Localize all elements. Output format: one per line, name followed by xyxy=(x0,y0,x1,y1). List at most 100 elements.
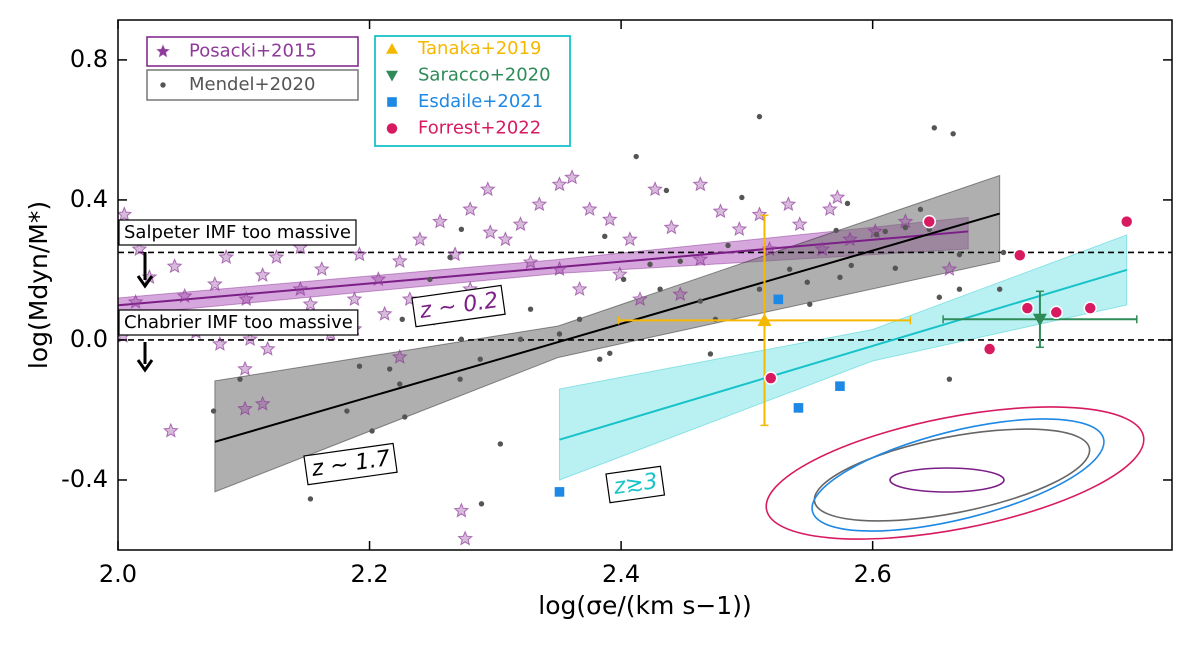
annotation: z ∼ 0.2 xyxy=(411,284,506,328)
annotation-text: Chabrier IMF too massive xyxy=(124,312,353,333)
star-marker xyxy=(571,280,588,296)
y-tick-label: 0.0 xyxy=(70,325,108,353)
dot-marker xyxy=(950,131,956,137)
dot-marker xyxy=(397,381,403,387)
star-marker xyxy=(692,176,709,192)
dot-marker xyxy=(848,262,854,269)
legend-box xyxy=(374,35,571,147)
dot-marker xyxy=(837,274,843,280)
dot-marker xyxy=(556,331,563,337)
overlay: Salpeter IMF too massive Chabrier IMF too… xyxy=(118,35,666,504)
legend-label: Esdaile+2021 xyxy=(418,91,543,112)
annotation-text: z ∼ 0.2 xyxy=(417,288,500,324)
star-marker xyxy=(166,258,183,274)
star-marker xyxy=(551,260,568,276)
star-marker xyxy=(479,181,496,197)
square-marker xyxy=(773,294,784,305)
triangle-marker xyxy=(757,313,772,326)
star-marker xyxy=(206,275,223,292)
circle-marker xyxy=(1013,248,1027,262)
annotation-box xyxy=(411,284,506,328)
dot-marker xyxy=(210,408,217,414)
dot-marker xyxy=(633,153,639,160)
legend-box xyxy=(146,69,359,101)
star-marker xyxy=(268,248,285,265)
star-marker xyxy=(621,231,638,247)
circle-marker xyxy=(1049,305,1064,320)
star-marker xyxy=(941,260,958,276)
annotation-text: z ∼ 1.7 xyxy=(309,446,392,482)
circle-marker xyxy=(982,342,997,356)
star-marker xyxy=(531,196,548,212)
annotation-text: Salpeter IMF too massive xyxy=(124,222,351,243)
dot-marker xyxy=(356,363,363,369)
star-marker xyxy=(218,248,235,265)
star-marker xyxy=(432,213,448,229)
star-marker xyxy=(453,502,470,518)
arrow-head xyxy=(136,275,154,289)
star-marker xyxy=(731,220,748,237)
star-marker xyxy=(302,296,319,311)
circle-marker xyxy=(1020,301,1035,315)
dot-marker xyxy=(607,350,613,356)
dot-marker xyxy=(237,376,243,382)
star-marker xyxy=(376,305,393,321)
square-marker xyxy=(793,403,804,413)
dot-marker xyxy=(756,286,763,292)
dot-marker xyxy=(707,351,714,357)
dot-marker xyxy=(844,200,851,207)
dot-marker xyxy=(620,276,627,283)
annotation: Chabrier IMF too massive xyxy=(118,309,359,336)
star-marker xyxy=(632,291,648,307)
annotation-box xyxy=(303,442,398,486)
star-marker xyxy=(411,231,428,247)
error-ellipses xyxy=(765,406,1145,540)
dot-marker xyxy=(956,286,963,292)
y-axis-label: log(Mdyn/M*) xyxy=(24,201,53,369)
fit-line xyxy=(118,230,969,307)
x-tick-label: 2.0 xyxy=(99,560,137,588)
legend-label: Saracco+2020 xyxy=(418,65,551,86)
star-marker xyxy=(254,266,271,282)
dot-marker xyxy=(369,428,375,434)
star-marker xyxy=(780,196,797,212)
annotation-box xyxy=(118,309,359,336)
x-tick-label: 2.2 xyxy=(350,560,388,588)
star-marker xyxy=(821,201,838,217)
dot-marker xyxy=(996,286,1003,292)
y-tick-label: 0.4 xyxy=(70,185,108,213)
star-marker xyxy=(370,271,387,287)
dot-marker xyxy=(402,414,408,420)
star-marker xyxy=(581,201,598,217)
dot-marker xyxy=(756,113,763,120)
star-marker xyxy=(211,335,228,351)
square-marker xyxy=(554,487,565,497)
star-marker xyxy=(176,287,193,303)
star-marker xyxy=(692,251,709,267)
dot-marker xyxy=(497,441,504,447)
dot-marker xyxy=(576,316,583,323)
star-marker xyxy=(118,206,133,222)
dot-marker xyxy=(725,242,731,249)
fit-line xyxy=(214,212,1000,443)
circle-marker xyxy=(922,214,937,229)
dot-marker xyxy=(873,231,880,238)
x-tick-label: 2.4 xyxy=(602,560,640,588)
dot-marker xyxy=(447,254,453,261)
dot-marker xyxy=(160,82,166,88)
star-marker xyxy=(751,206,768,222)
star-marker xyxy=(814,241,831,257)
dot-marker xyxy=(386,366,393,372)
star-marker xyxy=(482,224,499,240)
star-marker xyxy=(647,181,663,197)
dot-marker xyxy=(946,376,953,382)
triangle-marker xyxy=(386,70,398,82)
dot-marker xyxy=(344,408,350,414)
y-tick-label: -0.4 xyxy=(61,465,108,493)
star-marker xyxy=(462,201,479,217)
dot-marker xyxy=(663,187,670,194)
arrow-head xyxy=(136,359,154,373)
star-marker xyxy=(663,219,680,235)
dot-marker xyxy=(307,496,314,502)
